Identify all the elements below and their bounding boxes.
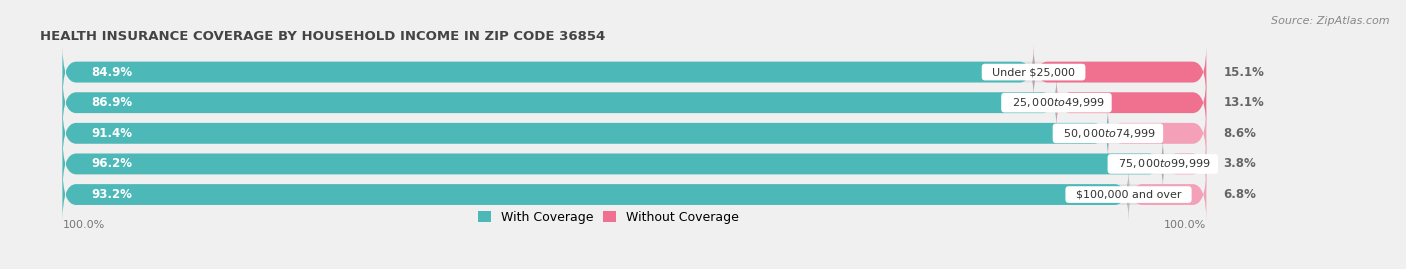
Text: 100.0%: 100.0% [62, 220, 104, 230]
Text: 8.6%: 8.6% [1223, 127, 1257, 140]
Text: 84.9%: 84.9% [91, 66, 132, 79]
FancyBboxPatch shape [62, 76, 1056, 129]
Text: $75,000 to $99,999: $75,000 to $99,999 [1111, 157, 1215, 171]
Text: 96.2%: 96.2% [91, 157, 132, 171]
Text: 13.1%: 13.1% [1223, 96, 1264, 109]
Text: 15.1%: 15.1% [1223, 66, 1264, 79]
FancyBboxPatch shape [62, 76, 1206, 129]
Text: Source: ZipAtlas.com: Source: ZipAtlas.com [1271, 16, 1389, 26]
FancyBboxPatch shape [1033, 46, 1206, 98]
FancyBboxPatch shape [1163, 138, 1206, 190]
FancyBboxPatch shape [62, 107, 1206, 160]
FancyBboxPatch shape [62, 46, 1033, 98]
FancyBboxPatch shape [62, 138, 1206, 190]
FancyBboxPatch shape [62, 46, 1206, 98]
Legend: With Coverage, Without Coverage: With Coverage, Without Coverage [478, 211, 738, 224]
Text: $100,000 and over: $100,000 and over [1069, 190, 1188, 200]
FancyBboxPatch shape [62, 168, 1129, 221]
Text: 91.4%: 91.4% [91, 127, 132, 140]
FancyBboxPatch shape [62, 107, 1108, 160]
Text: Under $25,000: Under $25,000 [986, 67, 1083, 77]
FancyBboxPatch shape [1108, 107, 1206, 160]
Text: 86.9%: 86.9% [91, 96, 132, 109]
FancyBboxPatch shape [1056, 76, 1206, 129]
FancyBboxPatch shape [1129, 168, 1206, 221]
Text: 100.0%: 100.0% [1164, 220, 1206, 230]
Text: HEALTH INSURANCE COVERAGE BY HOUSEHOLD INCOME IN ZIP CODE 36854: HEALTH INSURANCE COVERAGE BY HOUSEHOLD I… [39, 30, 605, 43]
Text: 6.8%: 6.8% [1223, 188, 1257, 201]
FancyBboxPatch shape [62, 168, 1206, 221]
Text: $25,000 to $49,999: $25,000 to $49,999 [1004, 96, 1108, 109]
Text: 3.8%: 3.8% [1223, 157, 1256, 171]
Text: $50,000 to $74,999: $50,000 to $74,999 [1056, 127, 1160, 140]
Text: 93.2%: 93.2% [91, 188, 132, 201]
FancyBboxPatch shape [62, 138, 1163, 190]
